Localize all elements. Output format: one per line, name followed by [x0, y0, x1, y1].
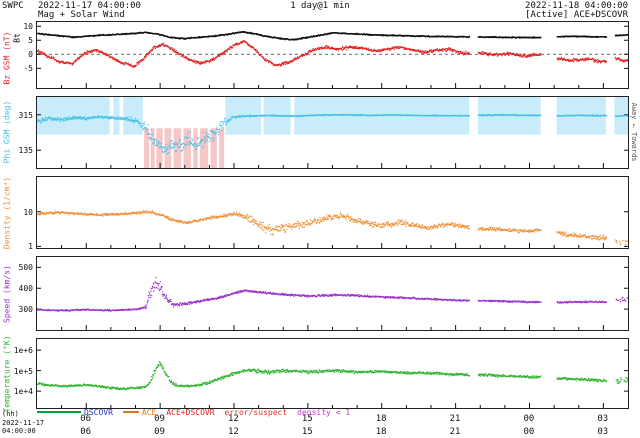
- legend-label: DSCOVR: [84, 407, 113, 417]
- y-tick-label: 1: [28, 242, 33, 252]
- legend-line-swatch: [122, 411, 139, 413]
- y-tick-label: -5: [23, 64, 33, 74]
- y-tick-label: 10: [23, 22, 33, 32]
- y-tick-label: 1e+5: [13, 366, 33, 376]
- temperature-panel-canvas: [36, 338, 629, 409]
- x-tick-label: 12: [228, 427, 239, 437]
- resolution-label: 1 day@1 min: [290, 1, 350, 11]
- x-tick-label: 00: [523, 414, 535, 424]
- legend-label: error/suspect: [224, 407, 288, 417]
- y-tick-label: 500: [18, 263, 33, 273]
- x-tick-label: 06: [80, 427, 92, 437]
- x-tick-label: 21: [449, 414, 461, 424]
- y-tick-label: 5: [28, 36, 33, 46]
- footer-time: 04:00:00: [2, 427, 36, 435]
- y-tick-label: 0: [28, 50, 33, 60]
- x-tick-label: 06: [80, 414, 92, 424]
- x-axis-unit-label: (hh): [2, 410, 19, 418]
- legend-item: ACE: [122, 407, 157, 417]
- end-time-label: 2022-11-18 04:00:00: [525, 1, 628, 11]
- start-time-label: 2022-11-17 04:00:00: [38, 1, 141, 11]
- y-tick-label: 10: [23, 207, 33, 217]
- data-source-label: [Active] ACE+DSCOVR: [525, 10, 628, 20]
- x-tick-label: 00: [523, 427, 535, 437]
- phi-panel-canvas: [36, 96, 629, 169]
- mag-panel-canvas: [36, 21, 629, 89]
- x-tick-label: 09: [154, 427, 165, 437]
- legend-label: ACE+DSCOVR: [166, 407, 215, 417]
- speed-axis-label: Speed (km/s): [2, 265, 12, 323]
- x-tick-label: 18: [375, 414, 387, 424]
- x-tick-label: 15: [301, 427, 313, 437]
- legend-line-swatch: [37, 411, 81, 413]
- legend: DSCOVR ACE ACE+DSCOVR error/suspect density …: [37, 407, 350, 417]
- footer-date: 2022-11-17: [2, 419, 45, 427]
- y-tick-label: 1e+6: [13, 346, 33, 356]
- x-tick-label: 12: [228, 414, 239, 424]
- y-tick-label: 315: [18, 110, 33, 120]
- legend-item: DSCOVR: [37, 408, 113, 417]
- x-tick-label: 09: [154, 414, 165, 424]
- y-tick-label: 135: [18, 146, 33, 156]
- legend-item: error/suspect: [225, 408, 288, 417]
- density-panel-canvas: [36, 176, 629, 249]
- y-tick-label: 400: [18, 284, 33, 294]
- x-tick-label: 03: [597, 427, 609, 437]
- x-tick-label: 03: [597, 414, 609, 424]
- x-tick-label: 18: [375, 427, 387, 437]
- plot-subtitle: Mag + Solar Wind: [38, 10, 125, 20]
- phi-sector-direction-label: Away ← Towards: [630, 102, 638, 162]
- legend-item: density < 1: [297, 408, 350, 417]
- legend-label: ACE: [141, 407, 157, 417]
- x-tick-label: 21: [449, 427, 461, 437]
- legend-label: density < 1: [297, 407, 351, 417]
- legend-item: ACE+DSCOVR: [166, 408, 214, 417]
- y-tick-label: 300: [18, 305, 33, 315]
- site-label: SWPC: [2, 1, 24, 11]
- x-tick-label: 15: [301, 414, 313, 424]
- y-tick-label: 1e+4: [13, 387, 33, 397]
- speed-panel-canvas: [36, 256, 629, 331]
